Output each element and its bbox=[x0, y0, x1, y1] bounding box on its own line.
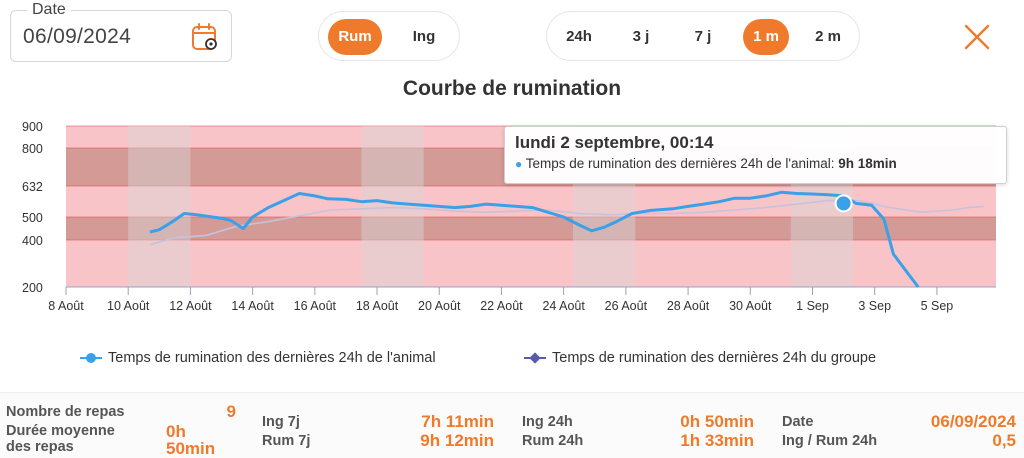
tooltip-title: lundi 2 septembre, 00:14 bbox=[515, 133, 714, 152]
tooltip-dot-icon: ● bbox=[515, 157, 523, 171]
tooltip-value: 9h 18min bbox=[838, 156, 897, 171]
highlight-marker bbox=[834, 194, 853, 213]
meal-duration-value-1: 0h bbox=[166, 422, 186, 441]
meal-duration-label-1: Durée moyenne bbox=[6, 423, 115, 439]
rum-7j-value: 9h 12min bbox=[420, 431, 494, 450]
date-stat-label: Date bbox=[782, 414, 814, 430]
x-tick-label: 28 Août bbox=[667, 299, 710, 313]
tab-ing[interactable]: Ing bbox=[412, 28, 436, 45]
ing-24h-label: Ing 24h bbox=[522, 414, 573, 430]
tab-3j[interactable]: 3 j bbox=[632, 28, 650, 45]
legend-item-animal[interactable]: Temps de rumination des dernières 24h de… bbox=[80, 348, 436, 368]
x-axis: 8 Août 10 Août 12 Août 14 Août 16 Août 18 Aoû… bbox=[48, 286, 996, 313]
x-tick-label: 5 Sep bbox=[921, 299, 954, 313]
meal-count-value: 9 bbox=[226, 402, 236, 421]
meal-count-label: Nombre de repas bbox=[6, 404, 125, 420]
tab-1m[interactable]: 1 m bbox=[743, 19, 789, 55]
tab-rum[interactable]: Rum bbox=[328, 19, 382, 55]
tooltip-line: ● Temps de rumination des dernières 24h … bbox=[515, 156, 996, 171]
rum-24h-label: Rum 24h bbox=[522, 433, 584, 449]
x-tick-label: 8 Août bbox=[48, 299, 84, 313]
x-tick-label: 24 Août bbox=[542, 299, 585, 313]
ing-7j-label: Ing 7j bbox=[262, 414, 300, 430]
tab-2m[interactable]: 2 m bbox=[815, 28, 841, 45]
y-tick-label: 800 bbox=[22, 142, 43, 156]
animal-series-line bbox=[149, 190, 920, 288]
x-tick-label: 14 Août bbox=[231, 299, 274, 313]
stats-panel: Nombre de repas 9 Durée moyenne des repa… bbox=[0, 392, 1024, 458]
meal-duration-value-2: 50min bbox=[166, 439, 216, 458]
circle-marker-icon bbox=[80, 351, 102, 365]
x-tick-label: 20 Août bbox=[418, 299, 461, 313]
legend-label-animal: Temps de rumination des dernières 24h de… bbox=[108, 350, 436, 366]
ing-24h-value: 0h 50min bbox=[680, 412, 754, 431]
alert-band-low bbox=[66, 217, 996, 240]
y-tick-label: 400 bbox=[22, 234, 43, 248]
ratio-value: 0,5 bbox=[992, 431, 1016, 450]
calendar-icon[interactable] bbox=[191, 22, 219, 52]
date-value[interactable]: 06/09/2024 bbox=[23, 25, 132, 48]
x-tick-label: 18 Août bbox=[356, 299, 399, 313]
rum-7j-label: Rum 7j bbox=[262, 433, 311, 449]
x-tick-label: 1 Sep bbox=[796, 299, 829, 313]
x-tick-label: 26 Août bbox=[605, 299, 648, 313]
y-tick-label: 500 bbox=[22, 211, 43, 225]
series-lines bbox=[149, 190, 984, 288]
y-tick-label: 200 bbox=[22, 281, 43, 295]
x-tick-label: 16 Août bbox=[294, 299, 337, 313]
y-tick-label: 632 bbox=[22, 180, 43, 194]
x-tick-label: 22 Août bbox=[480, 299, 523, 313]
x-tick-label: 10 Août bbox=[107, 299, 150, 313]
legend-item-group[interactable]: Temps de rumination des dernières 24h du… bbox=[524, 348, 876, 368]
meal-duration-label-2: des repas bbox=[6, 439, 74, 455]
x-tick-label: 3 Sep bbox=[858, 299, 891, 313]
close-x-icon[interactable] bbox=[962, 22, 992, 52]
group-series-line bbox=[149, 199, 984, 246]
rum-24h-value: 1h 33min bbox=[680, 431, 754, 450]
x-tick-label: 30 Août bbox=[729, 299, 772, 313]
chart-tooltip: lundi 2 septembre, 00:14 ● Temps de rumi… bbox=[504, 126, 1007, 184]
highlight-point bbox=[834, 194, 853, 213]
x-tick-label: 12 Août bbox=[169, 299, 212, 313]
tooltip-series-label: Temps de rumination des dernières 24h de… bbox=[525, 156, 835, 171]
date-field[interactable]: Date 06/09/2024 bbox=[10, 1, 232, 62]
event-band bbox=[128, 126, 191, 287]
chart-title: Courbe de rumination bbox=[402, 77, 622, 100]
ing-7j-value: 7h 11min bbox=[421, 412, 494, 431]
tab-24h[interactable]: 24h bbox=[566, 28, 592, 45]
range-tabs: 24h 3 j 7 j 1 m 2 m bbox=[546, 11, 860, 61]
mode-tabs: Rum Ing bbox=[318, 11, 460, 61]
y-axis-labels: 900 800 632 500 400 200 bbox=[22, 120, 43, 295]
diamond-marker-icon bbox=[524, 351, 546, 365]
tab-7j[interactable]: 7 j bbox=[694, 28, 712, 45]
ratio-label: Ing / Rum 24h bbox=[782, 433, 878, 449]
y-tick-label: 900 bbox=[22, 120, 43, 134]
date-field-label: Date bbox=[27, 1, 71, 19]
legend-label-group: Temps de rumination des dernières 24h du… bbox=[552, 350, 877, 366]
date-stat-value: 06/09/2024 bbox=[930, 412, 1016, 431]
event-band bbox=[361, 126, 424, 287]
